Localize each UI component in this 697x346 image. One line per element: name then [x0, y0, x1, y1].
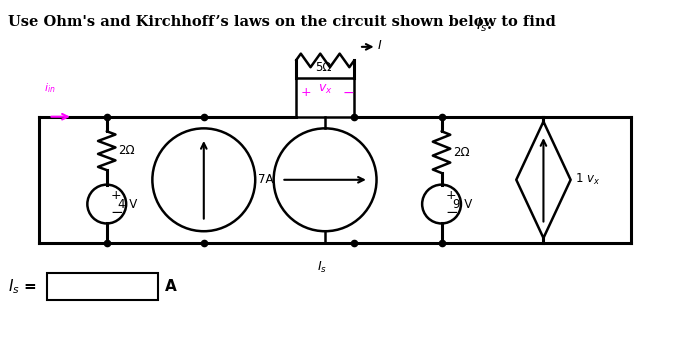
Text: 5Ω: 5Ω [316, 61, 332, 74]
Bar [296, 78, 354, 117]
Bar [47, 273, 158, 300]
Text: $i_{in}$: $i_{in}$ [44, 82, 55, 95]
Text: Use Ohm's and Kirchhoff’s laws on the circuit shown below to find: Use Ohm's and Kirchhoff’s laws on the ci… [8, 15, 560, 29]
Text: 7A: 7A [258, 173, 274, 186]
Text: −: − [111, 204, 123, 220]
Text: −: − [342, 86, 354, 100]
Text: 2Ω: 2Ω [453, 146, 470, 158]
Text: $I_s$ =: $I_s$ = [8, 277, 37, 296]
Text: −: − [445, 204, 458, 220]
Text: 9 V: 9 V [453, 198, 473, 211]
Text: 2Ω: 2Ω [118, 144, 135, 157]
Text: 1 $v_x$: 1 $v_x$ [576, 172, 601, 187]
Text: 4 V: 4 V [118, 198, 137, 211]
Text: $I_s$: $I_s$ [317, 260, 327, 275]
Text: $I_s$.: $I_s$. [475, 15, 491, 34]
Text: +: + [445, 190, 456, 202]
Text: $I$: $I$ [376, 39, 382, 52]
Text: +: + [111, 190, 121, 202]
Text: $v_x$: $v_x$ [318, 83, 332, 96]
Text: +: + [301, 86, 312, 99]
Text: A: A [165, 279, 177, 294]
